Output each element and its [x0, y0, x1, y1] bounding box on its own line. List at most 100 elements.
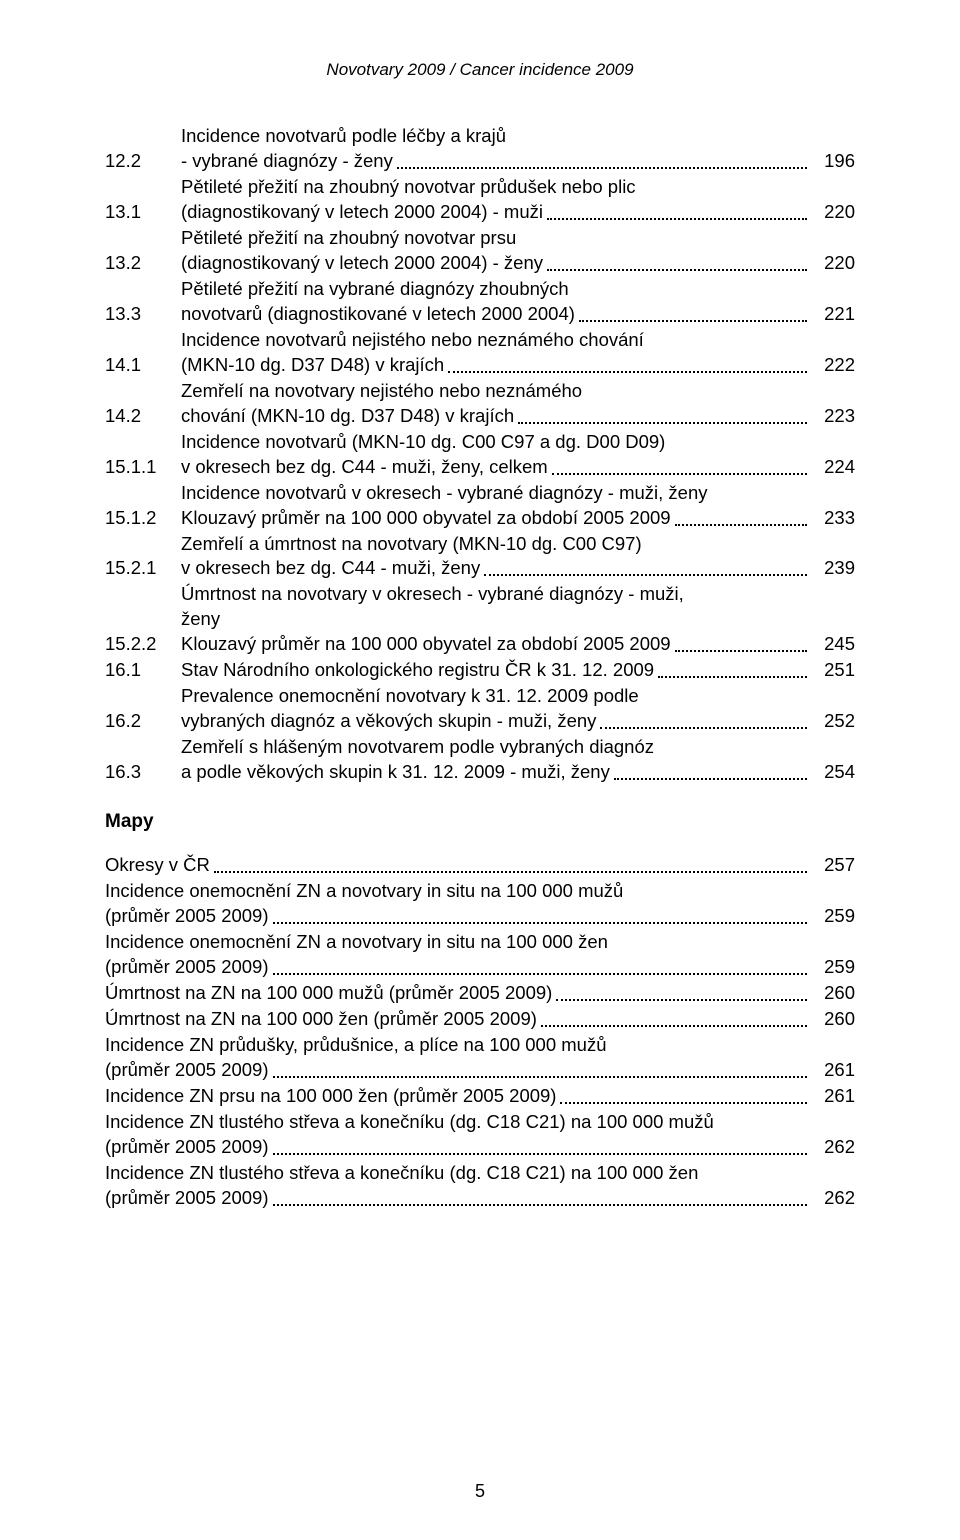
toc-line: Incidence novotvarů v okresech - vybrané… — [181, 481, 855, 506]
toc-body: Incidence novotvarů podle léčby a krajů-… — [181, 124, 855, 174]
toc-line: Incidence novotvarů (MKN-10 dg. C00 C97 … — [181, 430, 855, 455]
toc-page: 222 — [811, 353, 855, 378]
toc-number: 16.2 — [105, 709, 181, 734]
map-last-text: (průměr 2005 2009) — [105, 1186, 269, 1211]
toc-last-text: v okresech bez dg. C44 - muži, ženy, cel… — [181, 455, 548, 480]
maps-list: Okresy v ČR257Incidence onemocnění ZN a … — [105, 853, 855, 1211]
map-page: 259 — [811, 904, 855, 929]
map-lastline: (průměr 2005 2009) 259 — [105, 955, 855, 980]
map-page: 257 — [811, 853, 855, 878]
map-page: 260 — [811, 1007, 855, 1032]
map-page: 261 — [811, 1084, 855, 1109]
toc-page: 239 — [811, 556, 855, 581]
toc-row: 14.1Incidence novotvarů nejistého nebo n… — [105, 328, 855, 378]
map-leader — [273, 1153, 807, 1155]
toc-lastline: Stav Národního onkologického registru ČR… — [181, 658, 855, 683]
toc-number: 15.2.2 — [105, 632, 181, 657]
map-row: Incidence ZN průdušky, průdušnice, a plí… — [105, 1033, 855, 1083]
toc-line: Zemřelí na novotvary nejistého nebo nezn… — [181, 379, 855, 404]
map-row: Incidence ZN tlustého střeva a konečníku… — [105, 1110, 855, 1160]
toc-row: 16.2Prevalence onemocnění novotvary k 31… — [105, 684, 855, 734]
toc-lastline: - vybrané diagnózy - ženy 196 — [181, 149, 855, 174]
toc-last-text: chování (MKN-10 dg. D37 D48) v krajích — [181, 404, 514, 429]
page-number: 5 — [0, 1481, 960, 1502]
toc-leader — [614, 778, 807, 780]
map-last-text: (průměr 2005 2009) — [105, 1058, 269, 1083]
toc-last-text: v okresech bez dg. C44 - muži, ženy — [181, 556, 480, 581]
map-page: 262 — [811, 1186, 855, 1211]
toc-lastline: Klouzavý průměr na 100 000 obyvatel za o… — [181, 506, 855, 531]
toc-body: Pětileté přežití na zhoubný novotvar prs… — [181, 226, 855, 276]
toc-row: 13.3Pětileté přežití na vybrané diagnózy… — [105, 277, 855, 327]
map-lastline: (průměr 2005 2009) 262 — [105, 1135, 855, 1160]
maps-heading: Mapy — [105, 811, 855, 833]
map-last-text: Úmrtnost na ZN na 100 000 žen (průměr 20… — [105, 1007, 537, 1032]
map-last-text: Úmrtnost na ZN na 100 000 mužů (průměr 2… — [105, 981, 552, 1006]
toc-leader — [547, 269, 807, 271]
toc: 12.2Incidence novotvarů podle léčby a kr… — [105, 124, 855, 785]
toc-last-text: - vybrané diagnózy - ženy — [181, 149, 393, 174]
toc-leader — [518, 422, 807, 424]
toc-row: 15.2.2Úmrtnost na novotvary v okresech -… — [105, 582, 855, 657]
toc-line: Pětileté přežití na zhoubný novotvar prs… — [181, 226, 855, 251]
toc-page: 254 — [811, 760, 855, 785]
toc-lastline: Klouzavý průměr na 100 000 obyvatel za o… — [181, 632, 855, 657]
toc-body: Prevalence onemocnění novotvary k 31. 12… — [181, 684, 855, 734]
toc-last-text: a podle věkových skupin k 31. 12. 2009 -… — [181, 760, 610, 785]
toc-page: 233 — [811, 506, 855, 531]
toc-body: Zemřelí a úmrtnost na novotvary (MKN-10 … — [181, 532, 855, 582]
toc-row: 15.1.2Incidence novotvarů v okresech - v… — [105, 481, 855, 531]
toc-leader — [552, 473, 807, 475]
map-line: Incidence onemocnění ZN a novotvary in s… — [105, 879, 855, 904]
toc-last-text: (diagnostikovaný v letech 2000 2004) - ž… — [181, 251, 543, 276]
map-last-text: (průměr 2005 2009) — [105, 955, 269, 980]
toc-row: 16.3Zemřelí s hlášeným novotvarem podle … — [105, 735, 855, 785]
toc-page: 220 — [811, 251, 855, 276]
map-page: 262 — [811, 1135, 855, 1160]
toc-leader — [600, 727, 807, 729]
toc-line: Pětileté přežití na zhoubný novotvar prů… — [181, 175, 855, 200]
toc-number: 14.2 — [105, 404, 181, 429]
map-last-text: Incidence ZN prsu na 100 000 žen (průměr… — [105, 1084, 556, 1109]
map-leader — [556, 999, 807, 1001]
toc-page: 245 — [811, 632, 855, 657]
toc-page: 252 — [811, 709, 855, 734]
toc-leader — [397, 167, 807, 169]
toc-number: 15.1.2 — [105, 506, 181, 531]
map-row: Úmrtnost na ZN na 100 000 mužů (průměr 2… — [105, 981, 855, 1006]
toc-number: 15.1.1 — [105, 455, 181, 480]
toc-number: 14.1 — [105, 353, 181, 378]
toc-page: 196 — [811, 149, 855, 174]
toc-row: 13.2Pětileté přežití na zhoubný novotvar… — [105, 226, 855, 276]
running-header: Novotvary 2009 / Cancer incidence 2009 — [105, 60, 855, 80]
map-leader — [214, 871, 807, 873]
map-line: Incidence ZN tlustého střeva a konečníku… — [105, 1110, 855, 1135]
toc-number: 16.3 — [105, 760, 181, 785]
toc-lastline: vybraných diagnóz a věkových skupin - mu… — [181, 709, 855, 734]
map-lastline: Úmrtnost na ZN na 100 000 žen (průměr 20… — [105, 1007, 855, 1032]
toc-number: 12.2 — [105, 149, 181, 174]
toc-lastline: (diagnostikovaný v letech 2000 2004) - ž… — [181, 251, 855, 276]
map-leader — [541, 1025, 807, 1027]
toc-leader — [579, 320, 807, 322]
toc-line: Incidence novotvarů nejistého nebo nezná… — [181, 328, 855, 353]
toc-line: Zemřelí a úmrtnost na novotvary (MKN-10 … — [181, 532, 855, 557]
toc-row: 14.2Zemřelí na novotvary nejistého nebo … — [105, 379, 855, 429]
map-last-text: (průměr 2005 2009) — [105, 1135, 269, 1160]
map-leader — [560, 1102, 807, 1104]
toc-last-text: (MKN-10 dg. D37 D48) v krajích — [181, 353, 444, 378]
map-row: Incidence onemocnění ZN a novotvary in s… — [105, 930, 855, 980]
map-page: 259 — [811, 955, 855, 980]
toc-page: 251 — [811, 658, 855, 683]
map-lastline: (průměr 2005 2009) 262 — [105, 1186, 855, 1211]
toc-leader — [658, 676, 807, 678]
map-last-text: (průměr 2005 2009) — [105, 904, 269, 929]
toc-last-text: novotvarů (diagnostikované v letech 2000… — [181, 302, 575, 327]
map-leader — [273, 922, 807, 924]
toc-lastline: chování (MKN-10 dg. D37 D48) v krajích22… — [181, 404, 855, 429]
toc-lastline: (MKN-10 dg. D37 D48) v krajích 222 — [181, 353, 855, 378]
toc-leader — [547, 218, 807, 220]
map-row: Incidence ZN tlustého střeva a konečníku… — [105, 1161, 855, 1211]
map-row: Úmrtnost na ZN na 100 000 žen (průměr 20… — [105, 1007, 855, 1032]
toc-page: 221 — [811, 302, 855, 327]
